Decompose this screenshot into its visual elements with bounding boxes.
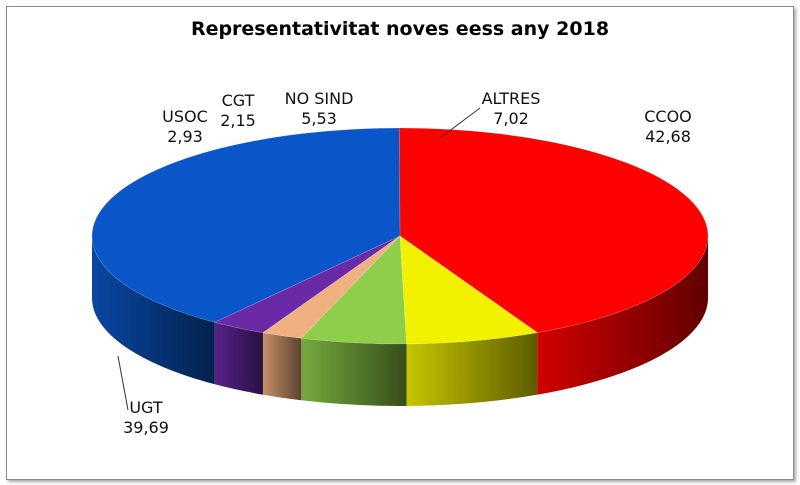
data-label-value: 42,68 <box>645 127 691 146</box>
data-label-value: 5,53 <box>301 109 337 128</box>
pie-side-usoc <box>214 322 263 395</box>
data-label-name: CGT <box>222 91 255 110</box>
data-label-ugt: UGT 39,69 <box>123 398 169 437</box>
pie-side-ugt <box>92 236 215 385</box>
data-label-value: 2,93 <box>167 127 203 146</box>
data-label-name: CCOO <box>644 107 692 126</box>
pie-side-cgt <box>262 332 302 401</box>
pie-side-altres <box>406 332 538 406</box>
data-label-value: 39,69 <box>123 418 169 437</box>
pie-slice-no-sind <box>300 235 407 345</box>
pie-slice-ccoo <box>398 127 709 333</box>
data-label-name: USOC <box>162 107 208 126</box>
data-label-name: NO SIND <box>285 89 354 108</box>
pie-slice-ugt <box>91 127 401 323</box>
data-label-name: UGT <box>129 398 163 417</box>
pie-slices <box>91 127 709 406</box>
pie-labels: CCOO 42,68 UGT 39,69 USOC 2,93 CGT 2,15 NO SIND 5… <box>117 89 692 437</box>
data-label-usoc: USOC 2,93 <box>162 107 208 146</box>
data-label-cgt: CGT 2,15 <box>220 91 256 130</box>
leader-line-altres <box>439 107 481 139</box>
data-label-no-sind: NO SIND 5,53 <box>285 89 354 128</box>
pie-slice-cgt <box>262 235 401 339</box>
data-label-altres: ALTRES 7,02 <box>482 89 541 128</box>
pie-slice-altres <box>399 235 539 345</box>
leader-line-ugt <box>117 355 129 411</box>
data-label-value: 2,15 <box>220 111 256 130</box>
pie-side-no-sind <box>301 338 407 406</box>
chart-title: Representativitat noves eess any 2018 <box>191 18 609 40</box>
data-label-ccoo: CCOO 42,68 <box>644 107 692 146</box>
pie-slice-usoc <box>213 235 401 334</box>
data-label-name: ALTRES <box>482 89 541 108</box>
pie-side-ccoo <box>537 236 708 395</box>
data-label-value: 7,02 <box>493 109 529 128</box>
